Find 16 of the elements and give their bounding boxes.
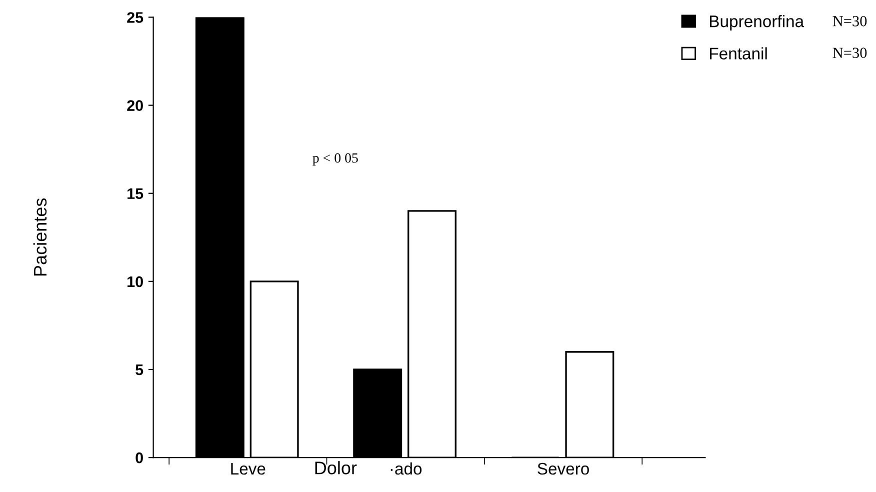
- legend-label: Fentanil: [710, 47, 767, 60]
- y-tick-label: 25: [127, 12, 144, 23]
- y-tick-label: 15: [128, 188, 144, 200]
- y-tick-label: 20: [127, 100, 143, 111]
- y-tick-label: 5: [136, 364, 144, 376]
- x-tick-label: Severo: [538, 462, 589, 475]
- y-tick-label: 10: [128, 276, 143, 288]
- y-tick-label: 0: [136, 452, 143, 464]
- annotation: p < 0 05: [312, 153, 358, 166]
- text: N=30: [832, 16, 867, 26]
- text: N=30: [832, 48, 867, 58]
- x-tick-label: Leve: [231, 463, 266, 475]
- legend-label: Buprenorfina: [710, 15, 804, 31]
- x-tick-label: ·ado: [390, 462, 422, 475]
- x-axis-title: Dolor: [315, 461, 357, 474]
- y-axis-title: Pacientes: [33, 198, 47, 276]
